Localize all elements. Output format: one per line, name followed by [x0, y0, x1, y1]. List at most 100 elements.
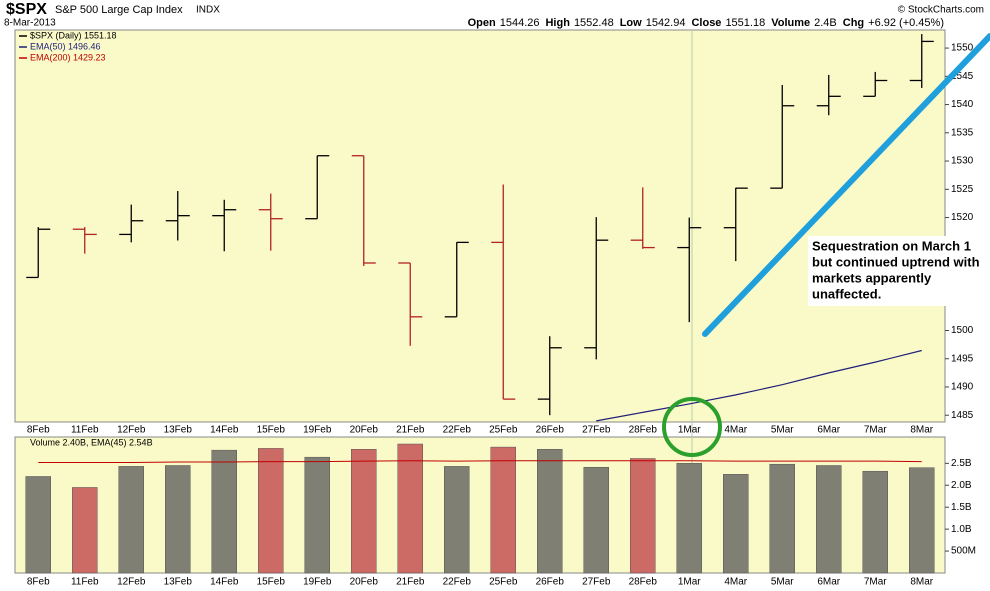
volume-bar — [723, 474, 749, 574]
legend-label: EMA(50) 1496.46 — [30, 41, 101, 51]
x-tick-label: 12Feb — [117, 577, 146, 588]
x-tick-label: 4Mar — [724, 577, 747, 588]
x-tick-label: 25Feb — [489, 425, 518, 436]
x-tick-label: 13Feb — [164, 425, 193, 436]
annotation-text: Sequestration on March 1 — [812, 238, 971, 253]
y-tick-label: 1.5B — [951, 502, 972, 513]
ema45-line — [38, 460, 922, 463]
x-tick-label: 6Mar — [817, 577, 840, 588]
price-panel — [14, 29, 946, 423]
chart-subtitle: S&P 500 Large Cap Index — [55, 4, 183, 16]
copyright: © StockCharts.com — [898, 5, 984, 16]
y-tick-label: 1525 — [951, 184, 974, 195]
x-tick-label: 8Feb — [27, 425, 50, 436]
x-tick-label: 26Feb — [536, 577, 565, 588]
x-tick-label: 27Feb — [582, 577, 611, 588]
x-tick-label: 22Feb — [443, 577, 472, 588]
trend-line — [702, 33, 990, 337]
x-tick-label: 27Feb — [582, 425, 611, 436]
stat-value: 1544.26 — [500, 17, 540, 29]
volume-bar — [258, 448, 284, 574]
ema50-line — [596, 349, 922, 422]
y-tick-label: 1.0B — [951, 524, 972, 535]
y-tick-label: 2.5B — [951, 458, 972, 469]
y-tick-label: 1485 — [951, 410, 974, 421]
volume-legend: Volume 2.40B, EMA(45) 2.54B — [30, 437, 153, 447]
x-tick-label: 5Mar — [771, 577, 794, 588]
exchange: INDX — [196, 5, 220, 16]
stats: Open 1544.26 High 1552.48 Low 1542.94 Close 155… — [468, 17, 944, 29]
stat-label: Close — [691, 17, 721, 29]
x-tick-label: 14Feb — [210, 425, 239, 436]
volume-bar — [444, 466, 470, 574]
x-tick-label: 1Mar — [678, 577, 701, 588]
volume-bar — [397, 443, 423, 574]
volume-bar — [630, 458, 656, 574]
chart-title: $SPX — [6, 1, 47, 18]
x-tick-label: 25Feb — [489, 577, 518, 588]
x-tick-label: 28Feb — [629, 577, 658, 588]
x-tick-label: 5Mar — [771, 425, 794, 436]
volume-bar — [583, 467, 609, 574]
x-tick-label: 20Feb — [350, 577, 379, 588]
x-tick-label: 8Mar — [910, 425, 933, 436]
volume-bar — [862, 470, 888, 574]
volume-panel — [14, 436, 946, 574]
y-tick-label: 1490 — [951, 382, 974, 393]
y-tick-label: 1530 — [951, 156, 974, 167]
date: 8-Mar-2013 — [4, 18, 56, 29]
y-tick-label: 1520 — [951, 212, 974, 223]
x-tick-label: 1Mar — [678, 425, 701, 436]
y-tick-label: 1535 — [951, 127, 974, 138]
volume-bar — [676, 463, 702, 574]
x-tick-label: 26Feb — [536, 425, 565, 436]
x-tick-label: 8Mar — [910, 577, 933, 588]
stat-label: Low — [620, 17, 642, 29]
volume-bar — [72, 487, 98, 574]
x-tick-label: 7Mar — [864, 577, 887, 588]
x-tick-label: 15Feb — [257, 425, 286, 436]
x-tick-label: 21Feb — [396, 577, 425, 588]
annotation-box — [808, 236, 988, 306]
volume-bar — [165, 465, 191, 574]
volume-bar — [537, 449, 563, 574]
x-tick-label: 11Feb — [71, 577, 99, 588]
legend-label: EMA(200) 1429.23 — [30, 52, 106, 62]
y-tick-label: 1495 — [951, 353, 974, 364]
volume-bar — [351, 449, 377, 574]
x-tick-label: 28Feb — [629, 425, 658, 436]
volume-bar — [211, 449, 237, 574]
stat-value: 1551.18 — [725, 17, 765, 29]
x-tick-label: 6Mar — [817, 425, 840, 436]
y-tick-label: 1545 — [951, 71, 974, 82]
x-tick-label: 13Feb — [164, 577, 193, 588]
annotation-text: markets apparently — [812, 270, 932, 285]
y-tick-label: 2.0B — [951, 480, 972, 491]
x-tick-label: 11Feb — [71, 425, 99, 436]
legend-label: $SPX (Daily) 1551.18 — [30, 30, 117, 40]
x-tick-label: 19Feb — [303, 577, 332, 588]
x-tick-label: 22Feb — [443, 425, 472, 436]
stat-label: Volume — [771, 17, 810, 29]
volume-bar — [816, 465, 842, 574]
x-tick-label: 12Feb — [117, 425, 146, 436]
x-tick-label: 15Feb — [257, 577, 286, 588]
x-tick-label: 19Feb — [303, 425, 332, 436]
volume-bar — [909, 467, 935, 574]
annotation-text: but continued uptrend with — [812, 254, 980, 269]
stat-label: Chg — [843, 17, 864, 29]
x-tick-label: 4Mar — [724, 425, 747, 436]
x-tick-label: 14Feb — [210, 577, 239, 588]
x-tick-label: 21Feb — [396, 425, 425, 436]
volume-bar — [304, 456, 330, 574]
volume-bar — [118, 466, 144, 574]
y-tick-label: 1500 — [951, 325, 974, 336]
stat-value: 1552.48 — [574, 17, 614, 29]
x-tick-label: 8Feb — [27, 577, 50, 588]
highlight-circle — [662, 397, 722, 457]
y-tick-label: 1550 — [951, 43, 974, 54]
stat-value: 1542.94 — [646, 17, 686, 29]
x-tick-label: 20Feb — [350, 425, 379, 436]
annotation-text: unaffected. — [812, 286, 881, 301]
